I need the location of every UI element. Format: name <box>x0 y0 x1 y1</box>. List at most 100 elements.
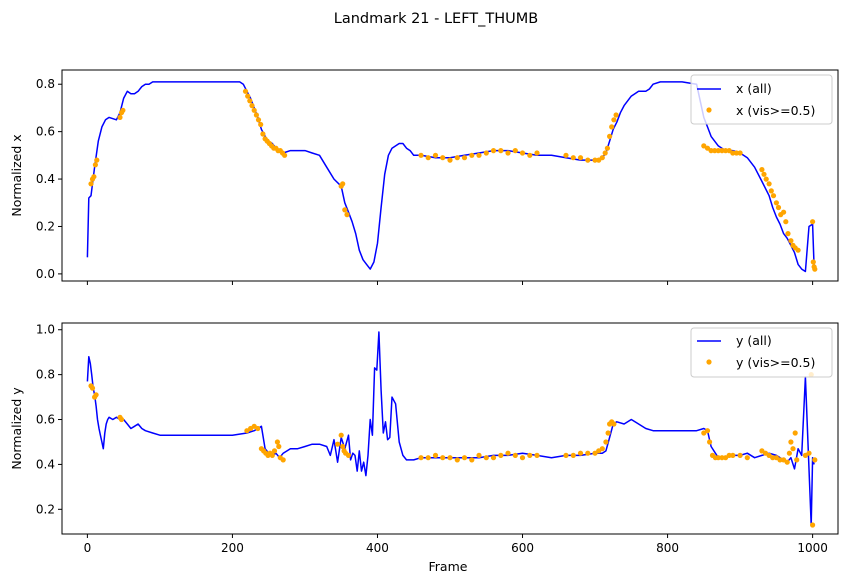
legend-marker-y-vis <box>706 359 712 365</box>
vis-point <box>792 430 798 436</box>
vis-point <box>89 385 96 391</box>
vis-point <box>94 157 100 163</box>
vis-point <box>715 455 721 461</box>
figure-title: Landmark 21 - LEFT_THUMB <box>334 11 539 27</box>
ytick-label: 1.0 <box>36 323 55 337</box>
vis-point <box>570 452 576 458</box>
vis-point <box>282 152 288 158</box>
vis-point <box>280 457 286 463</box>
vis-point <box>440 455 446 461</box>
series-line-y-all <box>86 331 815 526</box>
legend-label-x-vis: x (vis>=0.5) <box>736 103 815 118</box>
vis-point <box>249 103 255 109</box>
vis-point <box>810 259 816 265</box>
yticks-y: 0.2 0.4 0.6 0.8 1.0 <box>36 323 62 516</box>
xtick-label: 800 <box>656 541 679 555</box>
vis-point <box>93 392 99 398</box>
vis-point <box>712 148 718 154</box>
vis-point <box>512 452 518 458</box>
vis-point <box>605 430 611 436</box>
vis-point <box>476 152 482 158</box>
vis-point <box>770 455 776 461</box>
vis-point <box>777 457 783 463</box>
vis-point <box>498 148 504 154</box>
vis-point <box>788 439 794 445</box>
vis-point <box>613 112 619 118</box>
vis-point <box>271 448 278 454</box>
ytick-label: 0.4 <box>36 457 55 471</box>
vis-point <box>258 121 264 128</box>
vis-point <box>447 455 453 461</box>
ytick-label: 0.8 <box>36 77 55 91</box>
vis-point <box>432 152 439 158</box>
vis-point <box>812 266 818 272</box>
vis-point <box>599 155 605 161</box>
vis-point <box>425 455 431 461</box>
vis-point <box>563 152 569 158</box>
vis-point <box>512 148 518 154</box>
vis-point <box>338 432 344 438</box>
vis-point <box>534 150 540 156</box>
vis-point <box>599 446 605 452</box>
vis-point <box>91 174 97 180</box>
legend-x: x (all) x (vis>=0.5) <box>690 74 833 125</box>
vis-point <box>440 155 446 161</box>
vis-point <box>276 443 282 450</box>
vis-point <box>342 207 348 213</box>
vis-point <box>335 441 341 447</box>
vis-point <box>730 452 736 458</box>
vis-point <box>770 193 777 199</box>
vis-point <box>418 152 424 158</box>
legend-label-y-all: y (all) <box>736 333 772 348</box>
vis-point <box>255 117 262 123</box>
vis-point <box>759 167 765 173</box>
vis-point <box>611 421 617 427</box>
vis-point <box>592 157 598 163</box>
legend-label-x-all: x (all) <box>736 81 772 96</box>
vis-point <box>527 152 533 158</box>
vis-point <box>454 457 460 463</box>
vis-point <box>247 98 253 104</box>
vis-point <box>723 148 729 154</box>
yticks-x: 0.0 0.2 0.4 0.6 0.8 <box>36 77 62 281</box>
series-x-vis <box>88 88 818 272</box>
xtick-label: 200 <box>221 541 244 555</box>
ytick-label: 0.2 <box>36 219 55 233</box>
vis-point <box>469 152 475 158</box>
vis-point <box>88 181 94 187</box>
vis-point <box>715 148 721 154</box>
vis-point <box>577 450 584 456</box>
vis-point <box>527 452 533 458</box>
vis-point <box>783 219 789 225</box>
ylabel-x: Normalized x <box>9 134 24 216</box>
series-line-x-all <box>86 81 815 273</box>
vis-point <box>251 107 257 113</box>
vis-point <box>810 219 816 225</box>
vis-point <box>345 452 352 458</box>
vis-point <box>737 150 743 156</box>
vis-point <box>737 452 743 458</box>
vis-point <box>418 455 424 461</box>
vis-point <box>570 155 576 161</box>
vis-point <box>519 150 526 156</box>
legend-frame-x <box>690 74 833 125</box>
vis-point <box>274 439 280 445</box>
vis-point <box>719 455 725 461</box>
vis-point <box>786 450 793 456</box>
vis-point <box>806 450 812 456</box>
vis-point <box>242 88 249 94</box>
vis-point <box>483 150 489 156</box>
vis-point <box>476 452 482 458</box>
ytick-label: 0.4 <box>36 172 55 186</box>
vis-point <box>609 124 615 130</box>
vis-point <box>604 145 611 151</box>
xlabel-y: Frame <box>429 559 468 574</box>
xticks-y: 0 200 400 600 800 1000 <box>84 534 828 555</box>
ytick-label: 0.6 <box>36 413 55 427</box>
vis-point <box>117 114 123 120</box>
vis-point <box>810 522 816 528</box>
vis-point <box>785 231 791 237</box>
vis-point <box>704 428 711 434</box>
vis-point <box>768 188 774 194</box>
vis-point <box>92 162 98 168</box>
